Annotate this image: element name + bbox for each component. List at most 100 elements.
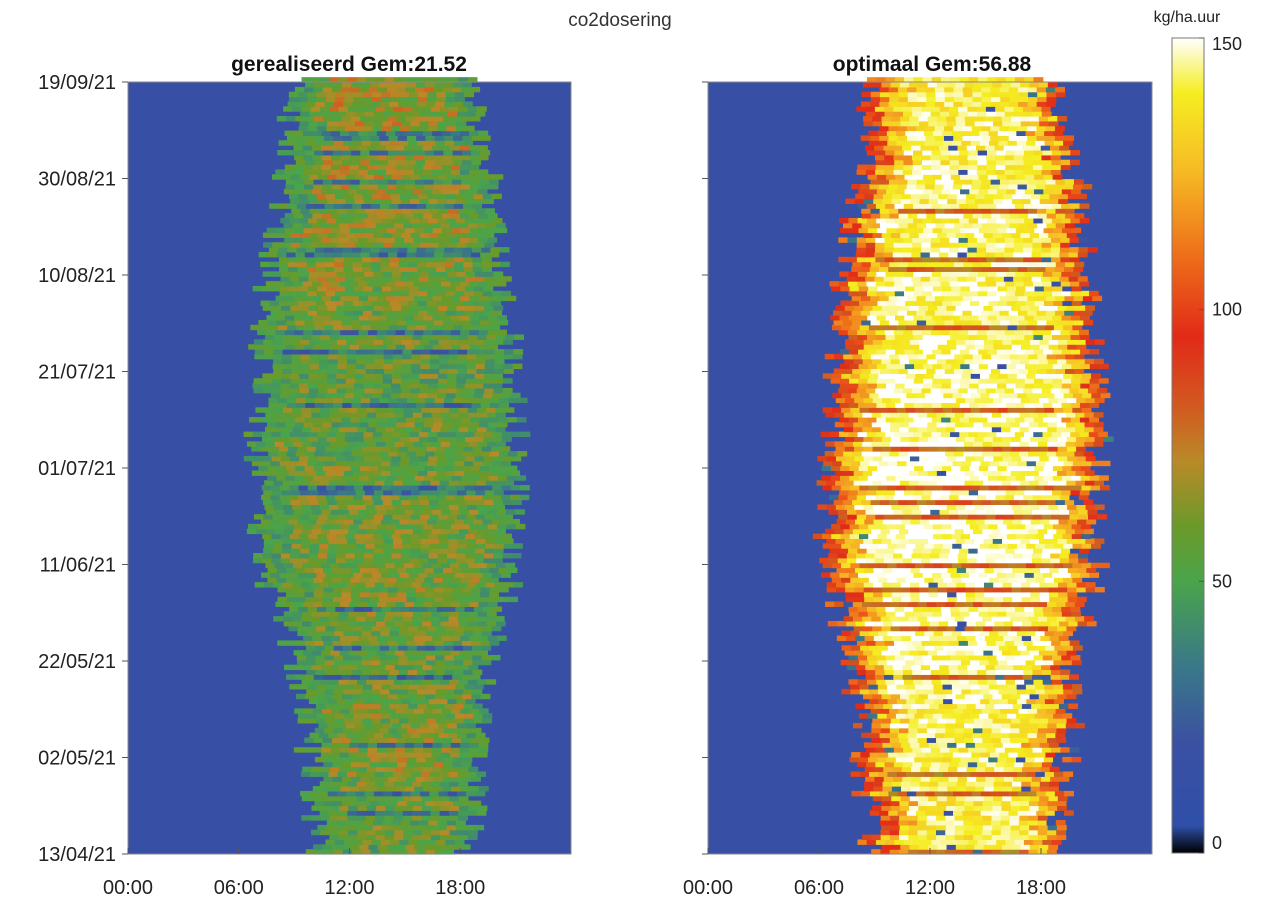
- heatmap-cell: [889, 616, 900, 622]
- heatmap-cell: [973, 625, 984, 632]
- heatmap-cell: [322, 674, 333, 680]
- heatmap-cell: [270, 494, 281, 501]
- heatmap-cell: [319, 543, 330, 549]
- heatmap-cell: [482, 300, 492, 306]
- heatmap-cell: [434, 82, 445, 88]
- heatmap-cell: [892, 620, 903, 627]
- heatmap-cell: [936, 601, 946, 607]
- heatmap-cell: [447, 339, 458, 345]
- heatmap-cell: [345, 824, 355, 831]
- heatmap-cell: [926, 616, 937, 622]
- heatmap-cell: [317, 436, 328, 442]
- x-tick-label: 18:00: [435, 877, 485, 899]
- heatmap-cell: [319, 480, 330, 486]
- heatmap-cell: [476, 616, 487, 622]
- heatmap-cell: [486, 412, 497, 418]
- heatmap-cell: [453, 261, 464, 268]
- heatmap-cell: [459, 145, 470, 151]
- heatmap-cell: [320, 752, 331, 758]
- heatmap-cell: [453, 756, 464, 763]
- heatmap-cell: [352, 688, 363, 695]
- heatmap-cell: [881, 650, 892, 656]
- heatmap-cell: [846, 635, 856, 641]
- heatmap-cell: [963, 834, 974, 841]
- heatmap-cell: [316, 96, 327, 103]
- heatmap-cell: [348, 650, 359, 656]
- heatmap-cell: [351, 397, 362, 404]
- heatmap-cell: [436, 839, 447, 845]
- heatmap-cell: [332, 417, 342, 423]
- heatmap-cell: [336, 387, 347, 394]
- heatmap-cell: [991, 800, 1002, 807]
- heatmap-cell: [501, 392, 512, 399]
- heatmap-cell: [359, 567, 370, 573]
- heatmap-cell: [1019, 849, 1030, 855]
- heatmap-cell: [352, 703, 363, 709]
- heatmap-cell: [944, 820, 955, 826]
- heatmap-cell: [312, 315, 323, 321]
- heatmap-cell: [476, 810, 487, 816]
- heatmap-cell: [369, 800, 380, 807]
- heatmap-cell: [1037, 737, 1048, 743]
- heatmap-cell: [959, 606, 970, 612]
- heatmap-cell: [365, 543, 376, 549]
- heatmap-cell: [403, 528, 414, 535]
- heatmap-cell: [283, 620, 294, 627]
- heatmap-cell: [303, 329, 314, 336]
- heatmap-cell: [375, 795, 386, 802]
- heatmap-cell: [954, 800, 965, 807]
- heatmap-cell: [336, 305, 347, 311]
- heatmap-cell: [274, 412, 285, 418]
- heatmap-cell: [474, 198, 485, 204]
- heatmap-cell: [300, 790, 310, 797]
- heatmap-cell: [468, 237, 479, 243]
- heatmap-cell: [983, 625, 994, 632]
- heatmap-cell: [450, 130, 461, 136]
- heatmap-cell: [455, 193, 465, 200]
- heatmap-cell: [917, 834, 928, 841]
- heatmap-cell: [1026, 698, 1037, 705]
- heatmap-cell: [1030, 786, 1041, 792]
- heatmap-cell: [933, 698, 944, 705]
- x-tick-label: 00:00: [103, 877, 153, 899]
- heatmap-cell: [326, 824, 337, 831]
- heatmap-cell: [384, 426, 395, 433]
- heatmap-cell: [410, 499, 421, 506]
- heatmap-cell: [403, 334, 414, 340]
- heatmap-cell: [860, 645, 870, 651]
- heatmap-cell: [380, 256, 391, 263]
- heatmap-cell: [322, 475, 333, 481]
- heatmap-cell: [267, 319, 278, 326]
- heatmap-cell: [388, 756, 399, 763]
- heatmap-cell: [469, 747, 480, 753]
- heatmap-cell: [419, 378, 430, 384]
- heatmap-cell: [328, 208, 339, 214]
- heatmap-cell: [314, 596, 325, 603]
- heatmap-cell: [864, 635, 875, 641]
- heatmap-cell: [434, 451, 445, 457]
- heatmap-cell: [496, 562, 506, 569]
- heatmap-cell: [373, 111, 384, 117]
- heatmap-cell: [363, 553, 374, 559]
- heatmap-cell: [332, 150, 343, 156]
- heatmap-cell: [932, 713, 943, 719]
- heatmap-cell: [406, 674, 416, 680]
- heatmap-cell: [360, 251, 371, 258]
- heatmap-cell: [422, 620, 432, 627]
- heatmap-cell: [306, 266, 317, 272]
- heatmap-cell: [270, 392, 281, 399]
- heatmap-cell: [467, 77, 478, 83]
- heatmap-cell: [458, 795, 469, 802]
- heatmap-cell: [448, 353, 458, 360]
- heatmap-cell: [254, 353, 265, 360]
- heatmap-cell: [382, 533, 393, 539]
- heatmap-cell: [503, 353, 514, 360]
- heatmap-cell: [902, 674, 913, 680]
- heatmap-cell: [392, 722, 403, 729]
- heatmap-cell: [289, 392, 300, 399]
- heatmap-cell: [362, 446, 372, 452]
- heatmap-cell: [452, 693, 463, 700]
- heatmap-cell: [495, 407, 506, 413]
- heatmap-cell: [463, 140, 474, 146]
- heatmap-cell: [398, 140, 409, 146]
